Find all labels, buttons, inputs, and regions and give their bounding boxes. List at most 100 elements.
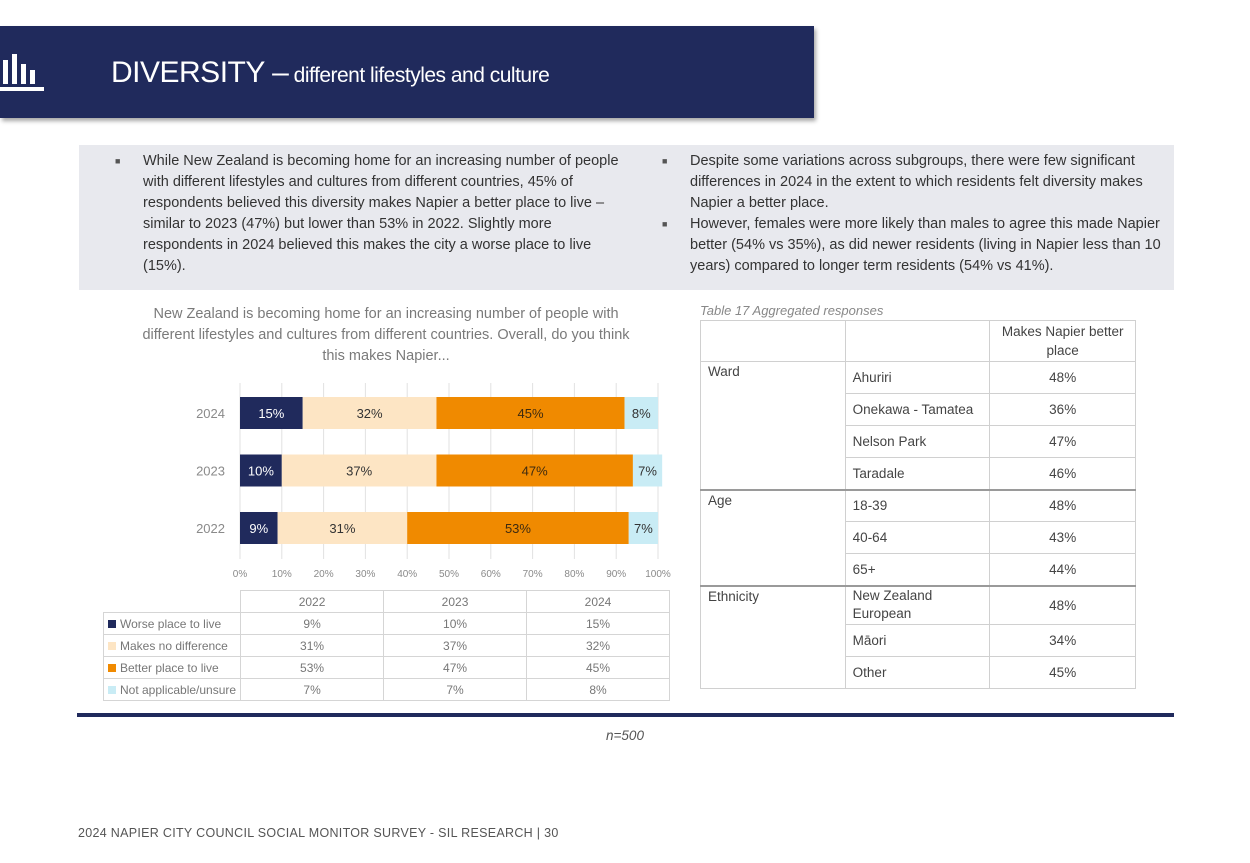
summary-bullet-text: Despite some variations across subgroups… — [690, 153, 1143, 211]
agg-row-label: Taradale — [844, 457, 991, 490]
summary-bullet: ■ Despite some variations across subgroup… — [656, 151, 1161, 214]
legend-swatch — [108, 685, 116, 694]
bar-data-label: 7% — [634, 521, 653, 536]
bar-data-label: 31% — [329, 521, 355, 536]
bar-segment — [628, 512, 658, 544]
x-tick-label: 40% — [397, 569, 417, 580]
agg-group-label: Ethnicity — [700, 584, 846, 689]
bar-chart-icon — [0, 54, 44, 91]
agg-row-value: 48% — [989, 488, 1136, 522]
data-table-row: Makes no difference 31% 37% 32% — [102, 634, 670, 657]
data-table-header-row: 2022 2023 2024 — [103, 590, 670, 613]
data-table-row: Better place to live 53% 47% 45% — [102, 656, 670, 679]
agg-row-label: 65+ — [844, 553, 991, 586]
agg-row-value: 48% — [989, 584, 1136, 625]
stacked-bar-chart: 0% 10% 20% 30% 40% 50% 60% 70% 80% 90% 100% 2024 15%… — [196, 383, 671, 580]
agg-table-row: 40-64 43% — [701, 521, 1136, 554]
agg-row-label: 40-64 — [844, 521, 991, 554]
agg-table-row: Māori 34% — [701, 624, 1136, 657]
agg-row-label: Ahuriri — [844, 361, 991, 394]
data-table-row-label: Makes no difference — [102, 634, 242, 657]
section-divider — [77, 713, 1174, 717]
bar-segment — [302, 397, 437, 429]
page-title: DIVERSITY – different lifestyles and cul… — [111, 56, 550, 90]
agg-table-row: Nelson Park 47% — [701, 425, 1136, 458]
agg-row-label: Onekawa - Tamatea — [844, 393, 991, 426]
summary-left-column: ■ While New Zealand is becoming home for … — [109, 151, 629, 277]
agg-row-label: 18-39 — [844, 488, 991, 522]
bullet-square-icon: ■ — [662, 156, 668, 166]
agg-row-value: 45% — [989, 656, 1136, 689]
summary-bullet-text: However, females were more likely than m… — [690, 216, 1161, 274]
data-table-col-header: 2024 — [526, 590, 670, 613]
data-table-row: Not applicable/unsure 7% 7% 8% — [102, 678, 670, 701]
agg-table-row: Taradale 46% — [701, 457, 1136, 490]
summary-bullet-text: While New Zealand is becoming home for a… — [143, 153, 619, 274]
page-title-sub: different lifestyles and culture — [288, 64, 550, 87]
x-tick-label: 70% — [523, 569, 543, 580]
sample-size-note: n=500 — [606, 728, 644, 743]
agg-table-col-header: Makes Napier better place — [989, 320, 1136, 362]
agg-row-value: 47% — [989, 425, 1136, 458]
aggregated-responses-table: Makes Napier better place Ward Ahuriri 4… — [700, 320, 1136, 689]
agg-row-value: 44% — [989, 553, 1136, 586]
summary-bullet: ■ However, females were more likely than … — [656, 214, 1161, 277]
bullet-square-icon: ■ — [662, 219, 668, 229]
data-table-cell: 37% — [383, 634, 528, 657]
x-tick-label: 0% — [233, 569, 248, 580]
agg-row-value: 43% — [989, 521, 1136, 554]
summary-box: ■ While New Zealand is becoming home for … — [79, 145, 1174, 290]
bar-segment — [436, 397, 625, 429]
agg-row-label: Other — [844, 656, 991, 689]
chart-data-table: 2022 2023 2024 Worse place to live 9% 10… — [102, 590, 670, 701]
agg-table-empty-cell — [844, 320, 991, 362]
summary-bullet: ■ While New Zealand is becoming home for … — [109, 151, 629, 277]
agg-row-label: New Zealand European — [844, 584, 991, 625]
data-table-cell: 9% — [240, 612, 385, 635]
page-footer: 2024 NAPIER CITY COUNCIL SOCIAL MONITOR … — [78, 826, 559, 840]
x-tick-label: 30% — [355, 569, 375, 580]
y-category-label: 2024 — [196, 406, 225, 421]
data-table-cell: 45% — [526, 656, 670, 679]
chart-title: New Zealand is becoming home for an incr… — [142, 306, 630, 364]
x-tick-label: 10% — [272, 569, 292, 580]
legend-label: Worse place to live — [120, 616, 222, 631]
data-table-row: Worse place to live 9% 10% 15% — [102, 612, 670, 635]
agg-table-row: Ethnicity New Zealand European 48% — [700, 584, 1136, 689]
data-table-row-label: Better place to live — [102, 656, 242, 679]
bar-segment — [240, 454, 282, 487]
legend-swatch — [108, 663, 116, 672]
data-table-col-header: 2023 — [383, 590, 528, 613]
data-table-cell: 47% — [383, 656, 528, 679]
legend-label: Better place to live — [120, 660, 219, 675]
y-category-label: 2022 — [196, 521, 225, 536]
agg-row-label: Nelson Park — [844, 425, 991, 458]
bar-segment — [281, 454, 437, 487]
data-table-cell: 7% — [240, 678, 385, 701]
bar-data-label: 53% — [505, 521, 531, 536]
agg-row-value: 46% — [989, 457, 1136, 490]
data-table-cell: 10% — [383, 612, 528, 635]
agg-row-value: 36% — [989, 393, 1136, 426]
bar-data-label: 45% — [517, 406, 543, 421]
bar-data-label: 15% — [258, 406, 284, 421]
data-table-row-label: Worse place to live — [102, 612, 242, 635]
agg-table-row: Age 18-39 48% — [700, 488, 1136, 586]
page-title-main: DIVERSITY – — [111, 56, 289, 89]
data-table-cell: 32% — [526, 634, 670, 657]
bar-data-label: 32% — [357, 406, 383, 421]
x-tick-label: 60% — [481, 569, 501, 580]
x-tick-label: 90% — [606, 569, 626, 580]
agg-table-row: Onekawa - Tamatea 36% — [701, 393, 1136, 426]
bar-data-label: 9% — [249, 521, 268, 536]
agg-group-label: Age — [700, 488, 846, 586]
data-table-row-label: Not applicable/unsure — [102, 678, 242, 701]
agg-table-row: 65+ 44% — [701, 553, 1136, 586]
data-table-cell: 15% — [526, 612, 670, 635]
data-table-corner — [103, 590, 242, 613]
bar-data-label: 8% — [632, 406, 651, 421]
bar-segment — [240, 397, 303, 429]
agg-table-empty-cell — [700, 320, 846, 362]
bar-segment — [624, 397, 658, 429]
legend-swatch — [108, 619, 116, 628]
